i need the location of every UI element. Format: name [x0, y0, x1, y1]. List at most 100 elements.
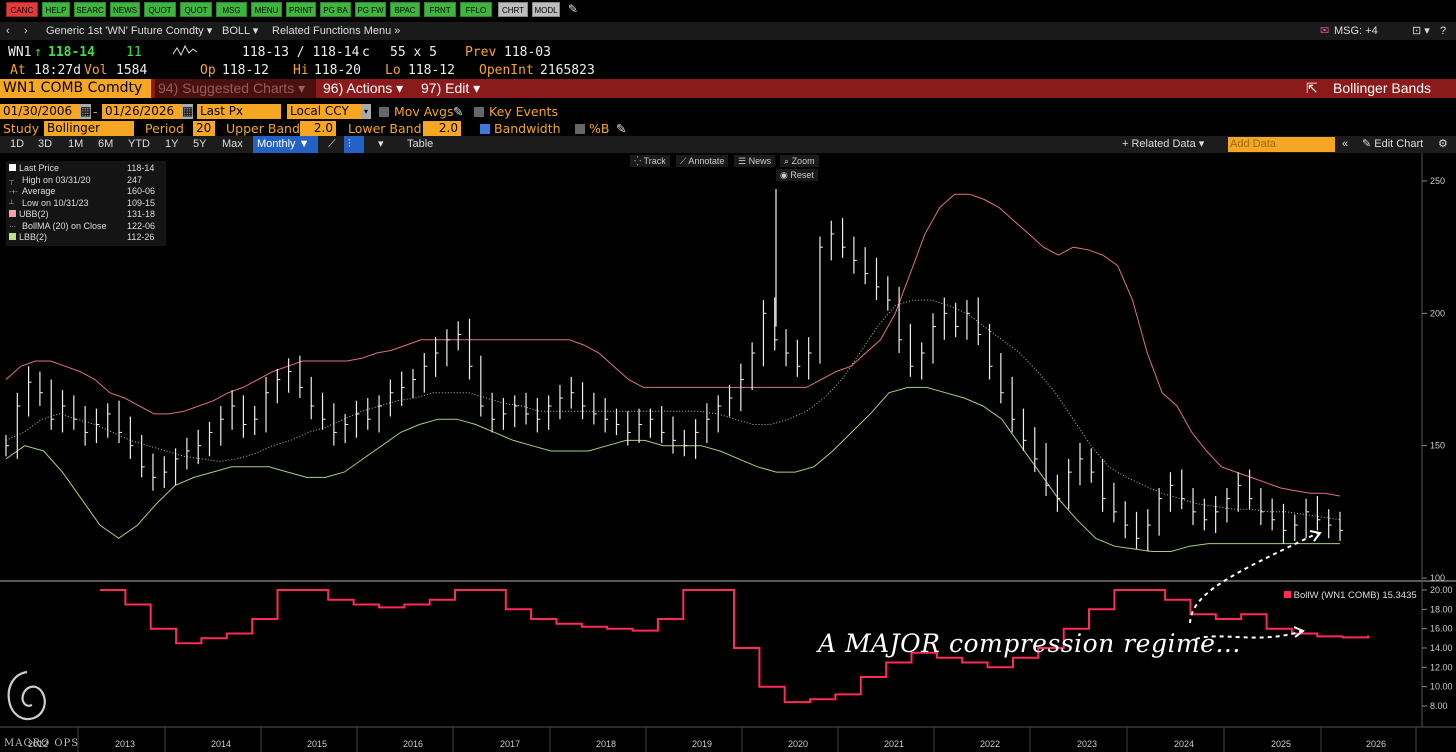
period-ytd[interactable]: YTD: [128, 138, 150, 150]
msg-count[interactable]: MSG: +4: [1334, 25, 1378, 37]
function-button-10[interactable]: PG FW: [355, 2, 386, 17]
zoom-tool[interactable]: ⌕ Zoom: [780, 155, 819, 167]
legend-value: 131-18: [127, 209, 156, 219]
function-button-1[interactable]: HELP: [42, 2, 70, 17]
quote-lo: 118-12: [408, 63, 455, 78]
bandwidth-checkbox[interactable]: [480, 124, 490, 134]
price-bar: [163, 456, 168, 489]
mov-avgs-checkbox[interactable]: [379, 107, 389, 117]
function-button-15[interactable]: MODL: [532, 2, 560, 17]
collapse-icon[interactable]: «: [1342, 138, 1349, 150]
study-selector[interactable]: Bollinger: [44, 121, 134, 136]
lower-band-field[interactable]: 2.0: [423, 121, 461, 136]
actions-button[interactable]: 96) Actions ▾: [323, 80, 404, 96]
price-bar: [1147, 509, 1151, 552]
key-events-checkbox[interactable]: [474, 107, 484, 117]
price-bar: [1068, 458, 1072, 510]
period-field[interactable]: 20: [193, 121, 215, 136]
price-bar: [706, 403, 710, 444]
add-data-input[interactable]: Add Data: [1228, 137, 1335, 152]
period-1y[interactable]: 1Y: [165, 138, 179, 150]
function-button-5[interactable]: QUOT: [180, 2, 212, 17]
function-button-6[interactable]: MSG: [216, 2, 247, 17]
end-date-field[interactable]: 01/26/2026: [102, 104, 182, 119]
reset-button[interactable]: ◉ Reset: [776, 169, 818, 181]
period-1d[interactable]: 1D: [10, 138, 25, 150]
price-bar: [932, 313, 937, 364]
period-5y[interactable]: 5Y: [193, 138, 207, 150]
chevron-down-icon[interactable]: ▾: [378, 138, 384, 150]
security-field[interactable]: WN1 COMB Comdty: [0, 79, 151, 98]
price-bar: [1316, 495, 1321, 531]
function-button-13[interactable]: FFLO: [460, 2, 492, 17]
calendar-icon[interactable]: ▦: [80, 104, 91, 119]
price-bar: [220, 405, 224, 446]
annotate-tool[interactable]: ⟋ Annotate: [676, 155, 729, 167]
help-icon[interactable]: ?: [1440, 25, 1447, 37]
chart-style-icon[interactable]: ⫶: [344, 136, 364, 153]
function-button-14[interactable]: CHRT: [498, 2, 528, 17]
period-1m[interactable]: 1M: [68, 138, 84, 150]
pin-icon[interactable]: ✎: [568, 2, 579, 16]
security-selector[interactable]: Generic 1st 'WN' Future Comdty ▾: [46, 25, 213, 37]
pencil-icon[interactable]: ✎: [453, 104, 464, 119]
edit-button[interactable]: 97) Edit ▾: [421, 80, 481, 96]
function-button-12[interactable]: FRNT: [424, 2, 456, 17]
pencil-icon[interactable]: ✎: [616, 121, 627, 136]
period-max[interactable]: Max: [222, 138, 243, 150]
price-bar: [1339, 511, 1343, 541]
period-3d[interactable]: 3D: [38, 138, 53, 150]
reset-icon: ◉: [780, 170, 788, 180]
legend-value: 112-26: [127, 232, 155, 242]
function-button-2[interactable]: SEARC: [74, 2, 106, 17]
table-button[interactable]: Table: [407, 138, 434, 150]
function-button-7[interactable]: MENU: [251, 2, 282, 17]
function-button-9[interactable]: PG BA: [320, 2, 351, 17]
function-button-8[interactable]: PRINT: [286, 2, 316, 17]
related-functions-menu[interactable]: Related Functions Menu »: [272, 25, 401, 37]
price-bar: [819, 236, 823, 364]
price-bar: [1135, 511, 1140, 549]
upper-band-field[interactable]: 2.0: [300, 121, 336, 136]
function-button-4[interactable]: QUOT: [144, 2, 176, 17]
suggested-charts-button[interactable]: 94) Suggested Charts ▾: [155, 79, 316, 98]
function-button-3[interactable]: NEWS: [110, 2, 140, 17]
line-style-icon[interactable]: ⟋: [328, 138, 336, 150]
chevron-down-icon[interactable]: ▾: [361, 104, 371, 119]
popout-icon[interactable]: ⇱: [1306, 80, 1318, 96]
price-bar: [536, 398, 541, 433]
function-button-11[interactable]: BPAC: [390, 2, 420, 17]
price-bar: [344, 413, 349, 444]
news-tool[interactable]: ☰ News: [734, 155, 776, 167]
currency-selector[interactable]: Local CCY: [287, 104, 371, 119]
field-selector[interactable]: Last Px: [197, 104, 281, 119]
price-bar: [1282, 503, 1287, 544]
price-bar: [728, 384, 733, 417]
back-arrow-icon[interactable]: ‹: [6, 25, 10, 37]
price-bar: [1181, 469, 1185, 510]
price-bar: [1271, 498, 1276, 531]
edit-chart-button[interactable]: ✎ Edit Chart: [1362, 136, 1423, 153]
calendar-icon[interactable]: ▦: [182, 104, 193, 119]
crosshair-icon: ⁛: [634, 156, 642, 166]
price-bar: [73, 395, 77, 430]
function-selector[interactable]: BOLL ▾: [222, 25, 259, 37]
x-tick-label: 2019: [692, 739, 712, 749]
period-6m[interactable]: 6M: [98, 138, 114, 150]
forward-arrow-icon[interactable]: ›: [24, 25, 28, 37]
price-bar: [502, 398, 507, 430]
period-monthly-selector[interactable]: Monthly ▼: [253, 136, 318, 153]
legend-label: LBB(2): [19, 232, 48, 242]
window-menu-icon[interactable]: ⊡ ▾: [1412, 25, 1430, 37]
quote-oi-label: OpenInt: [479, 63, 534, 78]
track-tool[interactable]: ⁛ Track: [630, 155, 670, 167]
related-data-button[interactable]: + Related Data ▾: [1122, 138, 1205, 150]
chart-title: Bollinger Bands: [1333, 80, 1432, 96]
function-button-0[interactable]: CANC: [6, 2, 38, 17]
pctb-checkbox[interactable]: [575, 124, 585, 134]
gear-icon[interactable]: ⚙: [1438, 138, 1448, 150]
start-date-field[interactable]: 01/30/2006: [0, 104, 80, 119]
price-bar: [231, 390, 236, 430]
legend-label: High on 03/31/20: [22, 174, 91, 185]
quote-op-label: Op: [200, 63, 216, 78]
